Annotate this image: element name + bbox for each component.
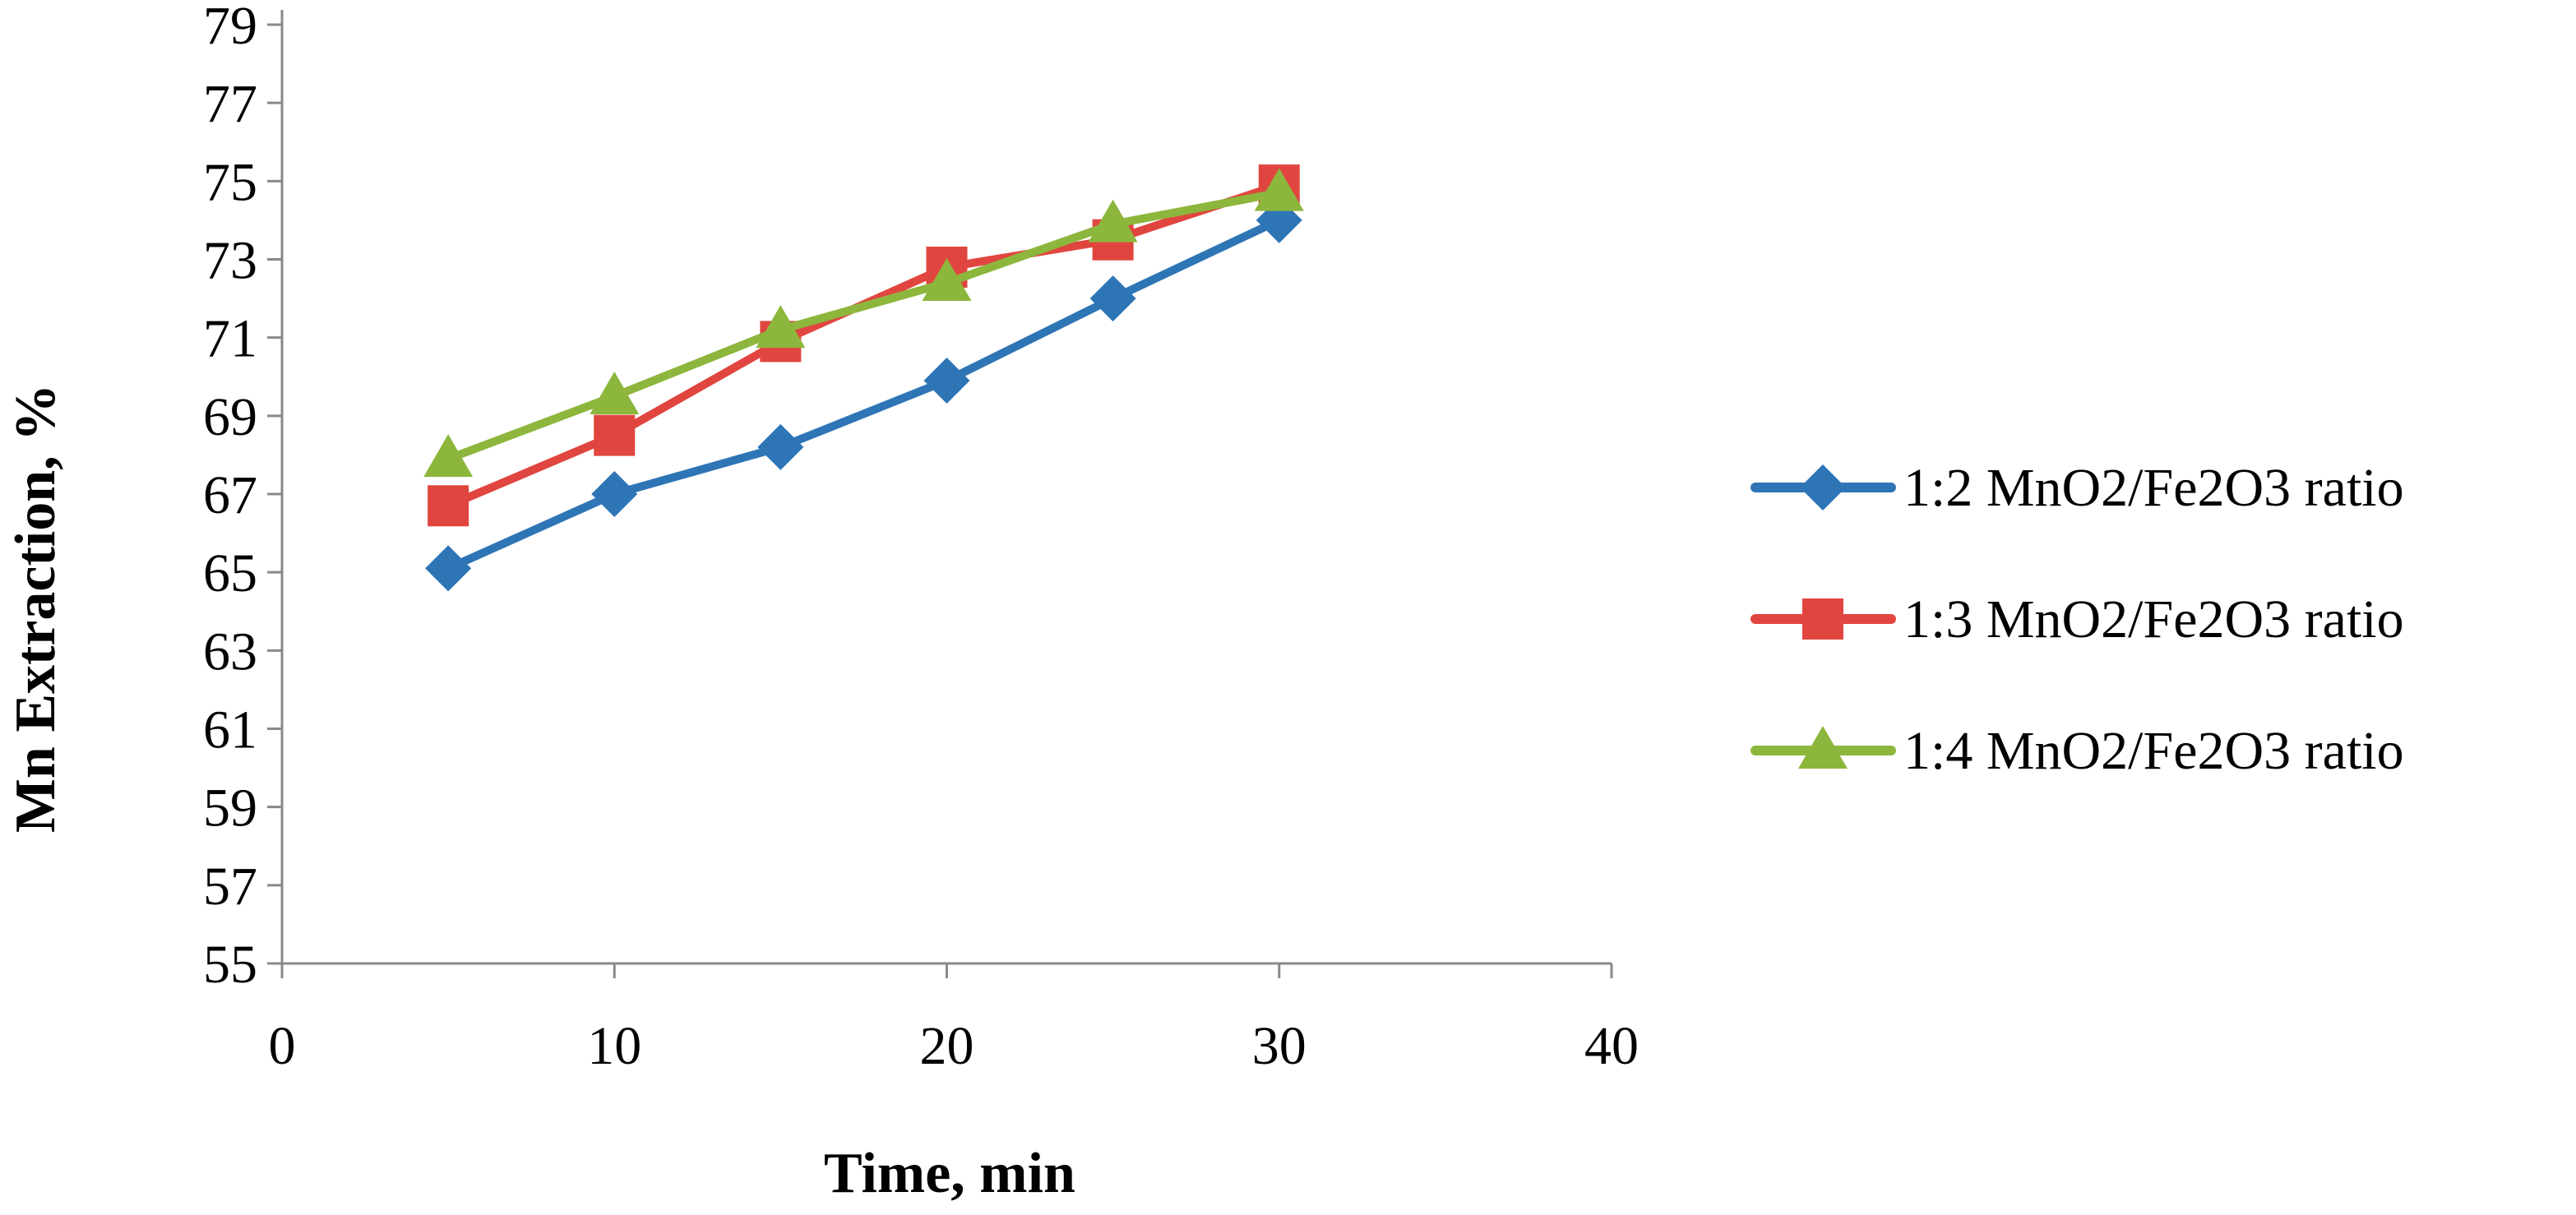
data-point bbox=[1088, 199, 1138, 243]
series-group bbox=[423, 164, 1304, 592]
y-tick-label: 75 bbox=[203, 152, 257, 212]
y-tick-label: 57 bbox=[203, 857, 257, 917]
legend-item: 1:2 MnO2/Fe2O3 ratio bbox=[1750, 458, 2404, 518]
y-tick-label: 63 bbox=[203, 621, 257, 681]
series-line bbox=[444, 181, 1283, 510]
x-tick-label: 30 bbox=[1252, 1016, 1306, 1076]
x-tick-label: 20 bbox=[920, 1016, 974, 1076]
data-point bbox=[1089, 275, 1136, 322]
x-tick-label: 0 bbox=[269, 1016, 296, 1076]
y-tick-label: 61 bbox=[203, 700, 257, 760]
series-2 bbox=[428, 164, 1300, 527]
data-point bbox=[923, 358, 970, 404]
data-point bbox=[756, 305, 806, 349]
series-3 bbox=[423, 168, 1304, 478]
x-axis-title: Time, min bbox=[824, 1142, 1075, 1205]
x-tick-label: 40 bbox=[1584, 1016, 1639, 1076]
legend-marker bbox=[1798, 726, 1848, 769]
legend-item: 1:4 MnO2/Fe2O3 ratio bbox=[1750, 721, 2404, 781]
y-tick-label: 71 bbox=[203, 309, 257, 369]
y-tick-label: 69 bbox=[203, 387, 257, 447]
x-tick-label: 10 bbox=[587, 1016, 641, 1076]
legend-label: 1:4 MnO2/Fe2O3 ratio bbox=[1903, 721, 2404, 781]
data-point bbox=[591, 471, 638, 517]
y-tick-label: 55 bbox=[203, 935, 257, 995]
series-line bbox=[444, 188, 1283, 464]
data-point bbox=[425, 545, 472, 592]
data-point bbox=[922, 258, 972, 302]
data-point bbox=[423, 434, 474, 478]
data-point bbox=[428, 485, 469, 527]
data-point bbox=[594, 414, 636, 456]
data-point bbox=[590, 372, 640, 415]
y-tick-label: 67 bbox=[203, 465, 257, 525]
y-tick-label: 65 bbox=[203, 543, 257, 603]
y-tick-label: 59 bbox=[203, 778, 257, 838]
y-axis-title: Mn Extraction, % bbox=[4, 384, 67, 833]
data-point bbox=[757, 423, 804, 470]
legend-label: 1:3 MnO2/Fe2O3 ratio bbox=[1903, 589, 2404, 649]
legend-item: 1:3 MnO2/Fe2O3 ratio bbox=[1750, 589, 2404, 649]
series-line bbox=[444, 215, 1283, 573]
y-tick-label: 79 bbox=[203, 0, 257, 56]
legend-label: 1:2 MnO2/Fe2O3 ratio bbox=[1903, 458, 2404, 518]
legend-marker bbox=[1802, 598, 1843, 640]
y-tick-label: 77 bbox=[203, 74, 257, 134]
y-tick-label: 73 bbox=[203, 231, 257, 291]
legend: 1:2 MnO2/Fe2O3 ratio 1:3 MnO2/Fe2O3 ratio… bbox=[1750, 458, 2404, 781]
data-point bbox=[1254, 168, 1304, 211]
legend-marker bbox=[1800, 464, 1846, 510]
series-1 bbox=[425, 196, 1302, 592]
axes: 55 57 59 61 63 65 67 69 71 73 75 77 79 0 10 20 30 40 bbox=[203, 0, 1639, 1076]
